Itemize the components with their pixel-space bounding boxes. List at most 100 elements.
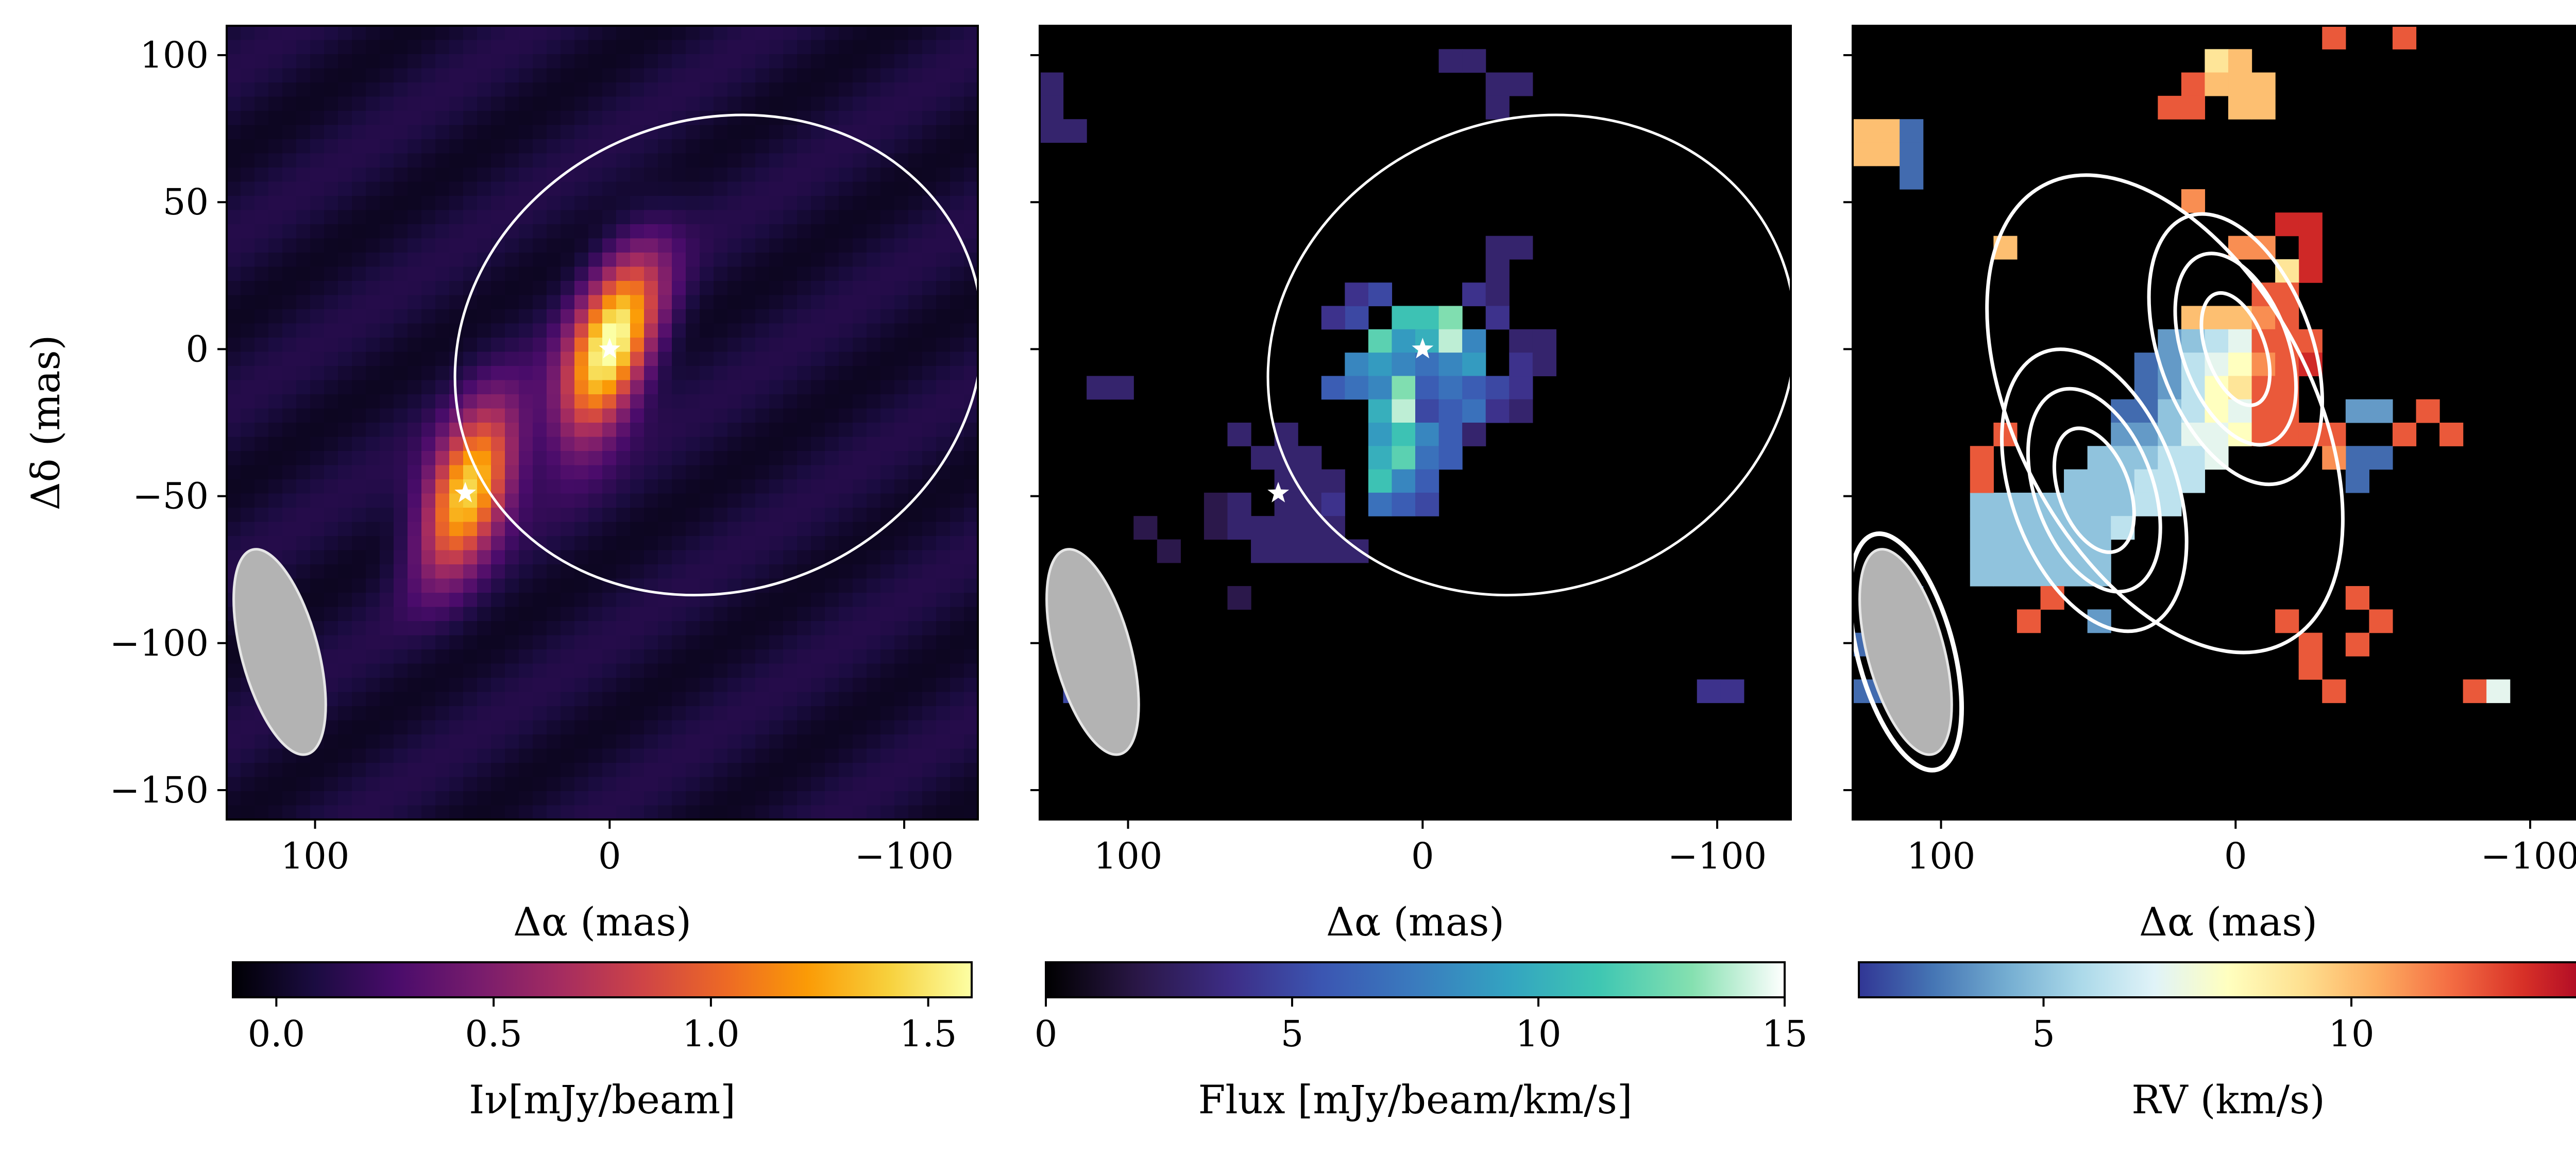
continuum-pixel [630, 720, 645, 735]
continuum-pixel [686, 692, 700, 707]
continuum-pixel [727, 82, 742, 97]
continuum-pixel [894, 224, 909, 239]
continuum-pixel [755, 68, 770, 83]
continuum-pixel [408, 40, 422, 55]
continuum-pixel [435, 763, 450, 778]
continuum-pixel [338, 394, 352, 409]
continuum-pixel [505, 564, 519, 579]
continuum-pixel [380, 323, 394, 338]
continuum-pixel [727, 210, 742, 225]
continuum-pixel [936, 550, 951, 565]
continuum-pixel [922, 692, 937, 707]
continuum-pixel [352, 536, 366, 551]
continuum-pixel [867, 111, 881, 126]
continuum-pixel [867, 763, 881, 778]
continuum-pixel [491, 649, 505, 664]
continuum-pixel [630, 82, 645, 97]
continuum-pixel [394, 536, 408, 551]
continuum-pixel [227, 465, 241, 480]
continuum-pixel [741, 323, 756, 338]
continuum-pixel [700, 635, 714, 650]
continuum-pixel [519, 692, 533, 707]
continuum-pixel [839, 536, 853, 551]
continuum-pixel [574, 96, 589, 111]
continuum-pixel [491, 437, 505, 451]
continuum-pixel [797, 649, 811, 664]
continuum-pixel [769, 96, 784, 111]
continuum-pixel [825, 423, 839, 438]
continuum-pixel [867, 593, 881, 608]
continuum-pixel [574, 352, 589, 366]
continuum-pixel [352, 408, 366, 423]
continuum-pixel [282, 805, 297, 819]
continuum-pixel [408, 394, 422, 409]
continuum-pixel [950, 266, 964, 281]
continuum-pixel [644, 692, 658, 707]
continuum-pixel [505, 181, 519, 196]
continuum-pixel [880, 607, 895, 622]
continuum-pixel [950, 777, 964, 792]
continuum-pixel [533, 96, 547, 111]
continuum-pixel [491, 734, 505, 749]
continuum-pixel [255, 309, 269, 324]
continuum-pixel [602, 706, 617, 721]
continuum-pixel [867, 678, 881, 693]
continuum-pixel [755, 465, 770, 480]
continuum-pixel [769, 309, 784, 324]
continuum-pixel [839, 366, 853, 381]
rv-pixel [2298, 259, 2323, 283]
continuum-pixel [255, 763, 269, 778]
continuum-pixel [477, 522, 492, 537]
continuum-pixel [630, 168, 645, 182]
continuum-pixel [727, 550, 742, 565]
continuum-pixel [672, 763, 686, 778]
continuum-pixel [519, 451, 533, 466]
continuum-pixel [366, 451, 380, 466]
continuum-pixel [491, 338, 505, 353]
flux-pixel [1345, 376, 1369, 400]
continuum-pixel [449, 465, 464, 480]
continuum-pixel [408, 295, 422, 310]
rv-pixel [2345, 632, 2369, 657]
continuum-pixel [867, 451, 881, 466]
continuum-pixel [477, 26, 492, 41]
continuum-pixel [714, 479, 728, 494]
continuum-pixel [658, 706, 672, 721]
continuum-pixel [644, 266, 658, 281]
continuum-pixel [797, 238, 811, 253]
flux-pixel [1720, 679, 1744, 704]
continuum-pixel [880, 550, 895, 565]
continuum-pixel [839, 210, 853, 225]
continuum-pixel [588, 266, 603, 281]
continuum-pixel [352, 550, 366, 565]
continuum-pixel [797, 224, 811, 239]
continuum-pixel [588, 550, 603, 565]
continuum-pixel [700, 338, 714, 353]
continuum-pixel [616, 706, 631, 721]
continuum-pixel [616, 423, 631, 438]
continuum-pixel [394, 96, 408, 111]
continuum-pixel [408, 408, 422, 423]
continuum-pixel [574, 323, 589, 338]
continuum-pixel [463, 394, 478, 409]
continuum-pixel [922, 748, 937, 763]
continuum-pixel [602, 181, 617, 196]
continuum-pixel [477, 408, 492, 423]
continuum-pixel [268, 96, 283, 111]
continuum-pixel [380, 238, 394, 253]
rv-pixel [2016, 562, 2041, 587]
continuum-pixel [491, 621, 505, 636]
continuum-pixel [574, 734, 589, 749]
continuum-pixel [255, 196, 269, 211]
continuum-pixel [783, 210, 798, 225]
continuum-pixel [380, 394, 394, 409]
continuum-pixel [880, 720, 895, 735]
continuum-pixel [588, 309, 603, 324]
continuum-pixel [894, 607, 909, 622]
x-tick-label: 100 [281, 835, 350, 877]
continuum-pixel [380, 309, 394, 324]
continuum-pixel [561, 125, 575, 140]
continuum-pixel [727, 196, 742, 211]
continuum-pixel [519, 295, 533, 310]
continuum-pixel [352, 366, 366, 381]
